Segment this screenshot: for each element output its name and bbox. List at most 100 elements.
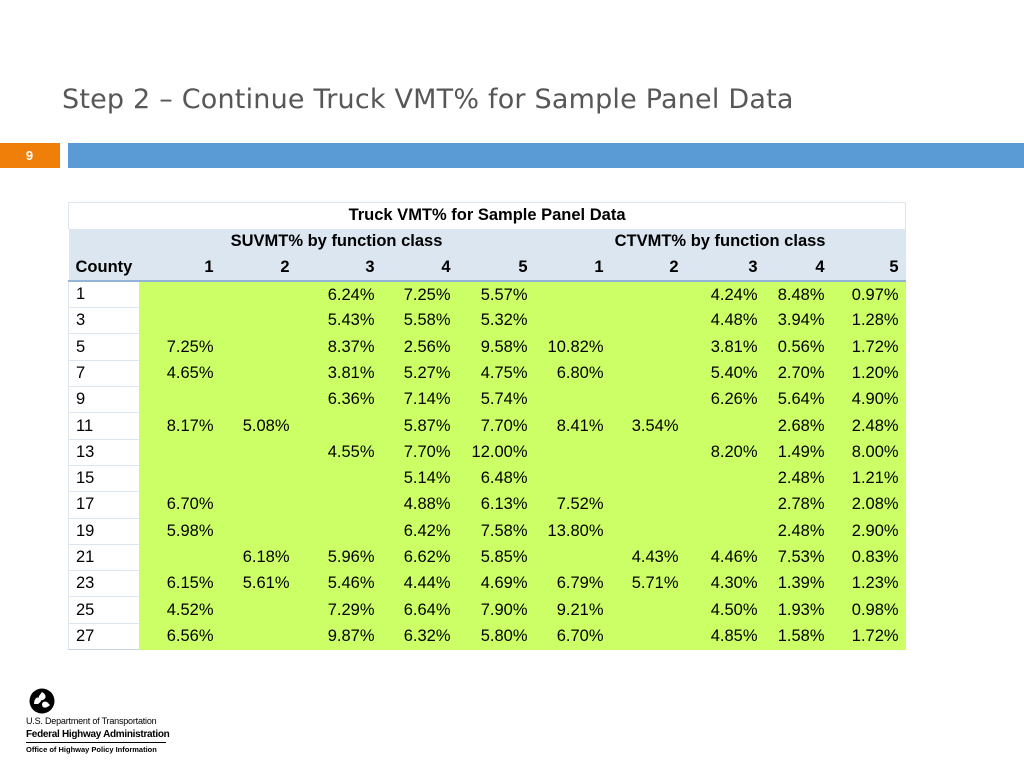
logo-department-text: U.S. Department of Transportation (26, 716, 157, 726)
value-cell (138, 307, 221, 334)
value-cell: 1.28% (831, 307, 906, 334)
value-cell: 7.58% (457, 518, 535, 545)
value-cell: 8.00% (831, 439, 906, 466)
value-cell: 5.32% (457, 307, 535, 334)
value-cell (610, 281, 686, 308)
value-cell: 6.79% (534, 570, 611, 597)
logo-divider (26, 742, 166, 743)
value-cell: 7.14% (381, 386, 458, 413)
county-cell: 25 (68, 596, 139, 624)
value-cell: 0.83% (831, 544, 906, 571)
value-cell (534, 307, 611, 334)
value-cell (220, 439, 297, 466)
table-row: 9 6.36% 7.14% 5.74% 6.26% 5.64% 4.90% (68, 386, 906, 414)
value-cell: 6.15% (138, 570, 221, 597)
county-cell: 1 (68, 281, 139, 309)
value-cell: 5.64% (764, 386, 832, 413)
table-row: 21 6.18% 5.96% 6.62% 5.85% 4.43% 4.46% 7.53% 0.8… (68, 544, 906, 572)
value-cell (685, 491, 765, 519)
value-cell: 9.58% (457, 333, 535, 361)
value-cell: 1.49% (764, 439, 832, 466)
value-cell: 1.21% (831, 465, 906, 492)
value-cell (534, 465, 611, 492)
value-cell: 4.52% (138, 596, 221, 624)
county-cell: 9 (68, 386, 139, 414)
value-cell: 5.80% (457, 623, 535, 650)
value-cell: 8.20% (685, 439, 765, 466)
table-row: 25 4.52% 7.29% 6.64% 7.90% 9.21% 4.50% 1.93% 0.9… (68, 596, 906, 624)
value-cell: 1.58% (764, 623, 832, 650)
value-cell (220, 596, 297, 624)
county-cell: 17 (68, 491, 139, 519)
value-cell (138, 439, 221, 466)
value-cell (610, 360, 686, 387)
value-cell (220, 333, 297, 361)
value-cell: 9.21% (534, 596, 611, 624)
value-cell: 4.48% (685, 307, 765, 334)
value-cell: 0.56% (764, 333, 832, 361)
value-cell (138, 386, 221, 413)
table-row: 27 6.56% 9.87% 6.32% 5.80% 6.70% 4.85% 1.58% 1.7… (68, 623, 906, 651)
value-cell (610, 623, 686, 650)
value-cell (220, 465, 297, 492)
county-cell: 23 (68, 570, 139, 598)
value-cell: 12.00% (457, 439, 535, 466)
value-cell: 4.90% (831, 386, 906, 413)
value-cell: 4.43% (610, 544, 686, 571)
value-cell: 2.56% (381, 333, 458, 361)
group-header-row: SUVMT% by function class CTVMT% by funct… (68, 228, 906, 256)
dot-triskelion-icon (29, 688, 55, 714)
county-cell: 21 (68, 544, 139, 572)
value-cell (220, 281, 297, 308)
county-cell: 13 (68, 439, 139, 466)
value-cell: 6.80% (534, 360, 611, 387)
value-cell (610, 491, 686, 519)
value-cell: 5.61% (220, 570, 297, 597)
group-header-spacer (68, 228, 139, 256)
value-cell: 6.24% (296, 281, 382, 308)
value-cell (220, 623, 297, 650)
table-row: 5 7.25% 8.37% 2.56% 9.58% 10.82% 3.81% 0.56% 1.7… (68, 333, 906, 361)
value-cell: 2.68% (764, 412, 832, 440)
value-cell: 5.58% (381, 307, 458, 334)
value-cell: 6.18% (220, 544, 297, 571)
value-cell (610, 386, 686, 413)
value-cell (610, 439, 686, 466)
value-cell (610, 518, 686, 545)
value-cell: 5.85% (457, 544, 535, 571)
column-header: 5 (457, 255, 535, 283)
value-cell: 4.46% (685, 544, 765, 571)
table-caption-row: Truck VMT% for Sample Panel Data (67, 201, 907, 229)
value-cell: 6.36% (296, 386, 382, 413)
value-cell: 5.14% (381, 465, 458, 492)
truck-vmt-table: Truck VMT% for Sample Panel Data SUVMT% … (67, 201, 907, 651)
county-cell: 5 (68, 333, 139, 361)
value-cell (685, 412, 765, 440)
column-header: 2 (220, 255, 297, 283)
value-cell: 5.40% (685, 360, 765, 387)
column-header: 2 (610, 255, 686, 283)
county-cell: 19 (68, 518, 139, 545)
table-row: 17 6.70% 4.88% 6.13% 7.52% 2.78% 2.08% (68, 491, 906, 519)
column-header: 1 (138, 255, 221, 283)
column-header: 1 (534, 255, 611, 283)
value-cell: 2.78% (764, 491, 832, 519)
slide-title: Step 2 – Continue Truck VMT% for Sample … (62, 84, 794, 115)
value-cell: 2.08% (831, 491, 906, 519)
value-cell (296, 491, 382, 519)
value-cell (138, 465, 221, 492)
county-cell: 7 (68, 360, 139, 388)
value-cell: 8.17% (138, 412, 221, 440)
value-cell (685, 465, 765, 492)
value-cell: 1.72% (831, 623, 906, 650)
table-row: 15 5.14% 6.48% 2.48% 1.21% (68, 465, 906, 493)
value-cell (296, 412, 382, 440)
value-cell: 1.20% (831, 360, 906, 387)
value-cell: 8.41% (534, 412, 611, 440)
value-cell: 2.48% (831, 412, 906, 440)
logo-agency-text: Federal Highway Administration (26, 729, 170, 740)
value-cell: 7.53% (764, 544, 832, 571)
table-row: 1 6.24% 7.25% 5.57% 4.24% 8.48% 0.97% (68, 281, 906, 309)
value-cell: 7.70% (457, 412, 535, 440)
page-number: 9 (0, 143, 60, 168)
